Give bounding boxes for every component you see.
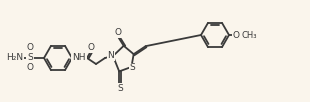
- Text: N: N: [108, 52, 114, 60]
- Text: H₂N: H₂N: [7, 54, 24, 63]
- Text: S: S: [27, 54, 33, 63]
- Text: O: O: [114, 28, 121, 37]
- Text: S: S: [130, 63, 135, 72]
- Text: CH₃: CH₃: [241, 30, 257, 39]
- Text: S: S: [117, 84, 123, 93]
- Text: O: O: [88, 43, 95, 52]
- Text: NH: NH: [72, 54, 86, 63]
- Text: O: O: [26, 43, 33, 53]
- Text: O: O: [232, 30, 240, 39]
- Text: O: O: [26, 64, 33, 73]
